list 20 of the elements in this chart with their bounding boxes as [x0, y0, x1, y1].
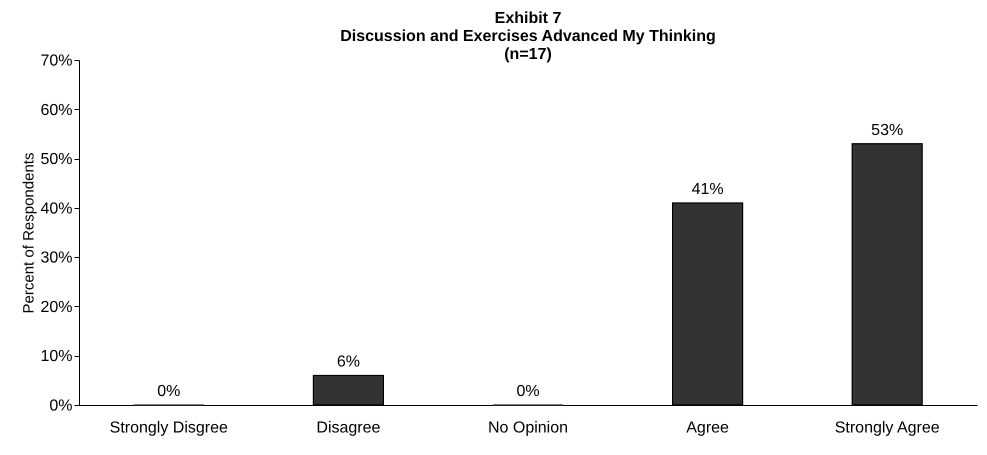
- y-tick-label: 0%: [49, 398, 72, 414]
- x-tick-label: Agree: [686, 420, 730, 436]
- x-tick-label: Strongly Agree: [834, 420, 940, 436]
- y-tick-label: 10%: [40, 348, 72, 366]
- x-tick-label: Strongly Disgree: [110, 420, 228, 436]
- y-tick-label: 60%: [40, 102, 72, 119]
- y-tick-label: 50%: [40, 151, 72, 168]
- data-label: 41%: [692, 180, 724, 198]
- y-tick-label: 30%: [40, 250, 72, 267]
- chart-title: Exhibit 7 Discussion and Exercises Advanced My Thinking (n=17): [340, 10, 716, 63]
- y-tick-label: 20%: [40, 298, 72, 316]
- x-tick-label: Disagree: [316, 420, 381, 436]
- x-tick-label: No Opinion: [488, 420, 568, 436]
- data-label: 53%: [871, 122, 904, 139]
- data-label: 0%: [516, 383, 540, 400]
- y-tick-label: 70%: [40, 52, 72, 70]
- data-label: 6%: [336, 353, 360, 370]
- data-label: 0%: [157, 383, 180, 400]
- y-axis-title: Percent of Respondents: [20, 152, 38, 314]
- y-tick-label: 40%: [40, 200, 72, 218]
